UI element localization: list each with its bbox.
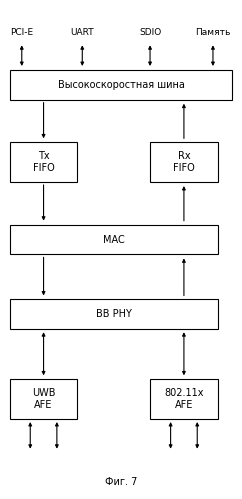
- FancyBboxPatch shape: [10, 70, 232, 100]
- FancyBboxPatch shape: [10, 379, 77, 419]
- Text: PCI-E: PCI-E: [10, 28, 33, 37]
- Text: BB PHY: BB PHY: [96, 309, 132, 319]
- Text: 802.11x
AFE: 802.11x AFE: [164, 388, 204, 410]
- Text: Фиг. 7: Фиг. 7: [105, 477, 137, 487]
- Text: Tx
FIFO: Tx FIFO: [33, 151, 54, 173]
- Text: Память: Память: [195, 28, 231, 37]
- Text: UART: UART: [70, 28, 94, 37]
- FancyBboxPatch shape: [10, 225, 218, 254]
- FancyBboxPatch shape: [150, 142, 218, 182]
- Text: Высокоскоростная шина: Высокоскоростная шина: [58, 80, 184, 90]
- Text: Rx
FIFO: Rx FIFO: [173, 151, 195, 173]
- Text: MAC: MAC: [103, 235, 125, 245]
- FancyBboxPatch shape: [150, 379, 218, 419]
- FancyBboxPatch shape: [10, 142, 77, 182]
- FancyBboxPatch shape: [10, 299, 218, 329]
- Text: UWB
AFE: UWB AFE: [32, 388, 55, 410]
- Text: SDIO: SDIO: [139, 28, 161, 37]
